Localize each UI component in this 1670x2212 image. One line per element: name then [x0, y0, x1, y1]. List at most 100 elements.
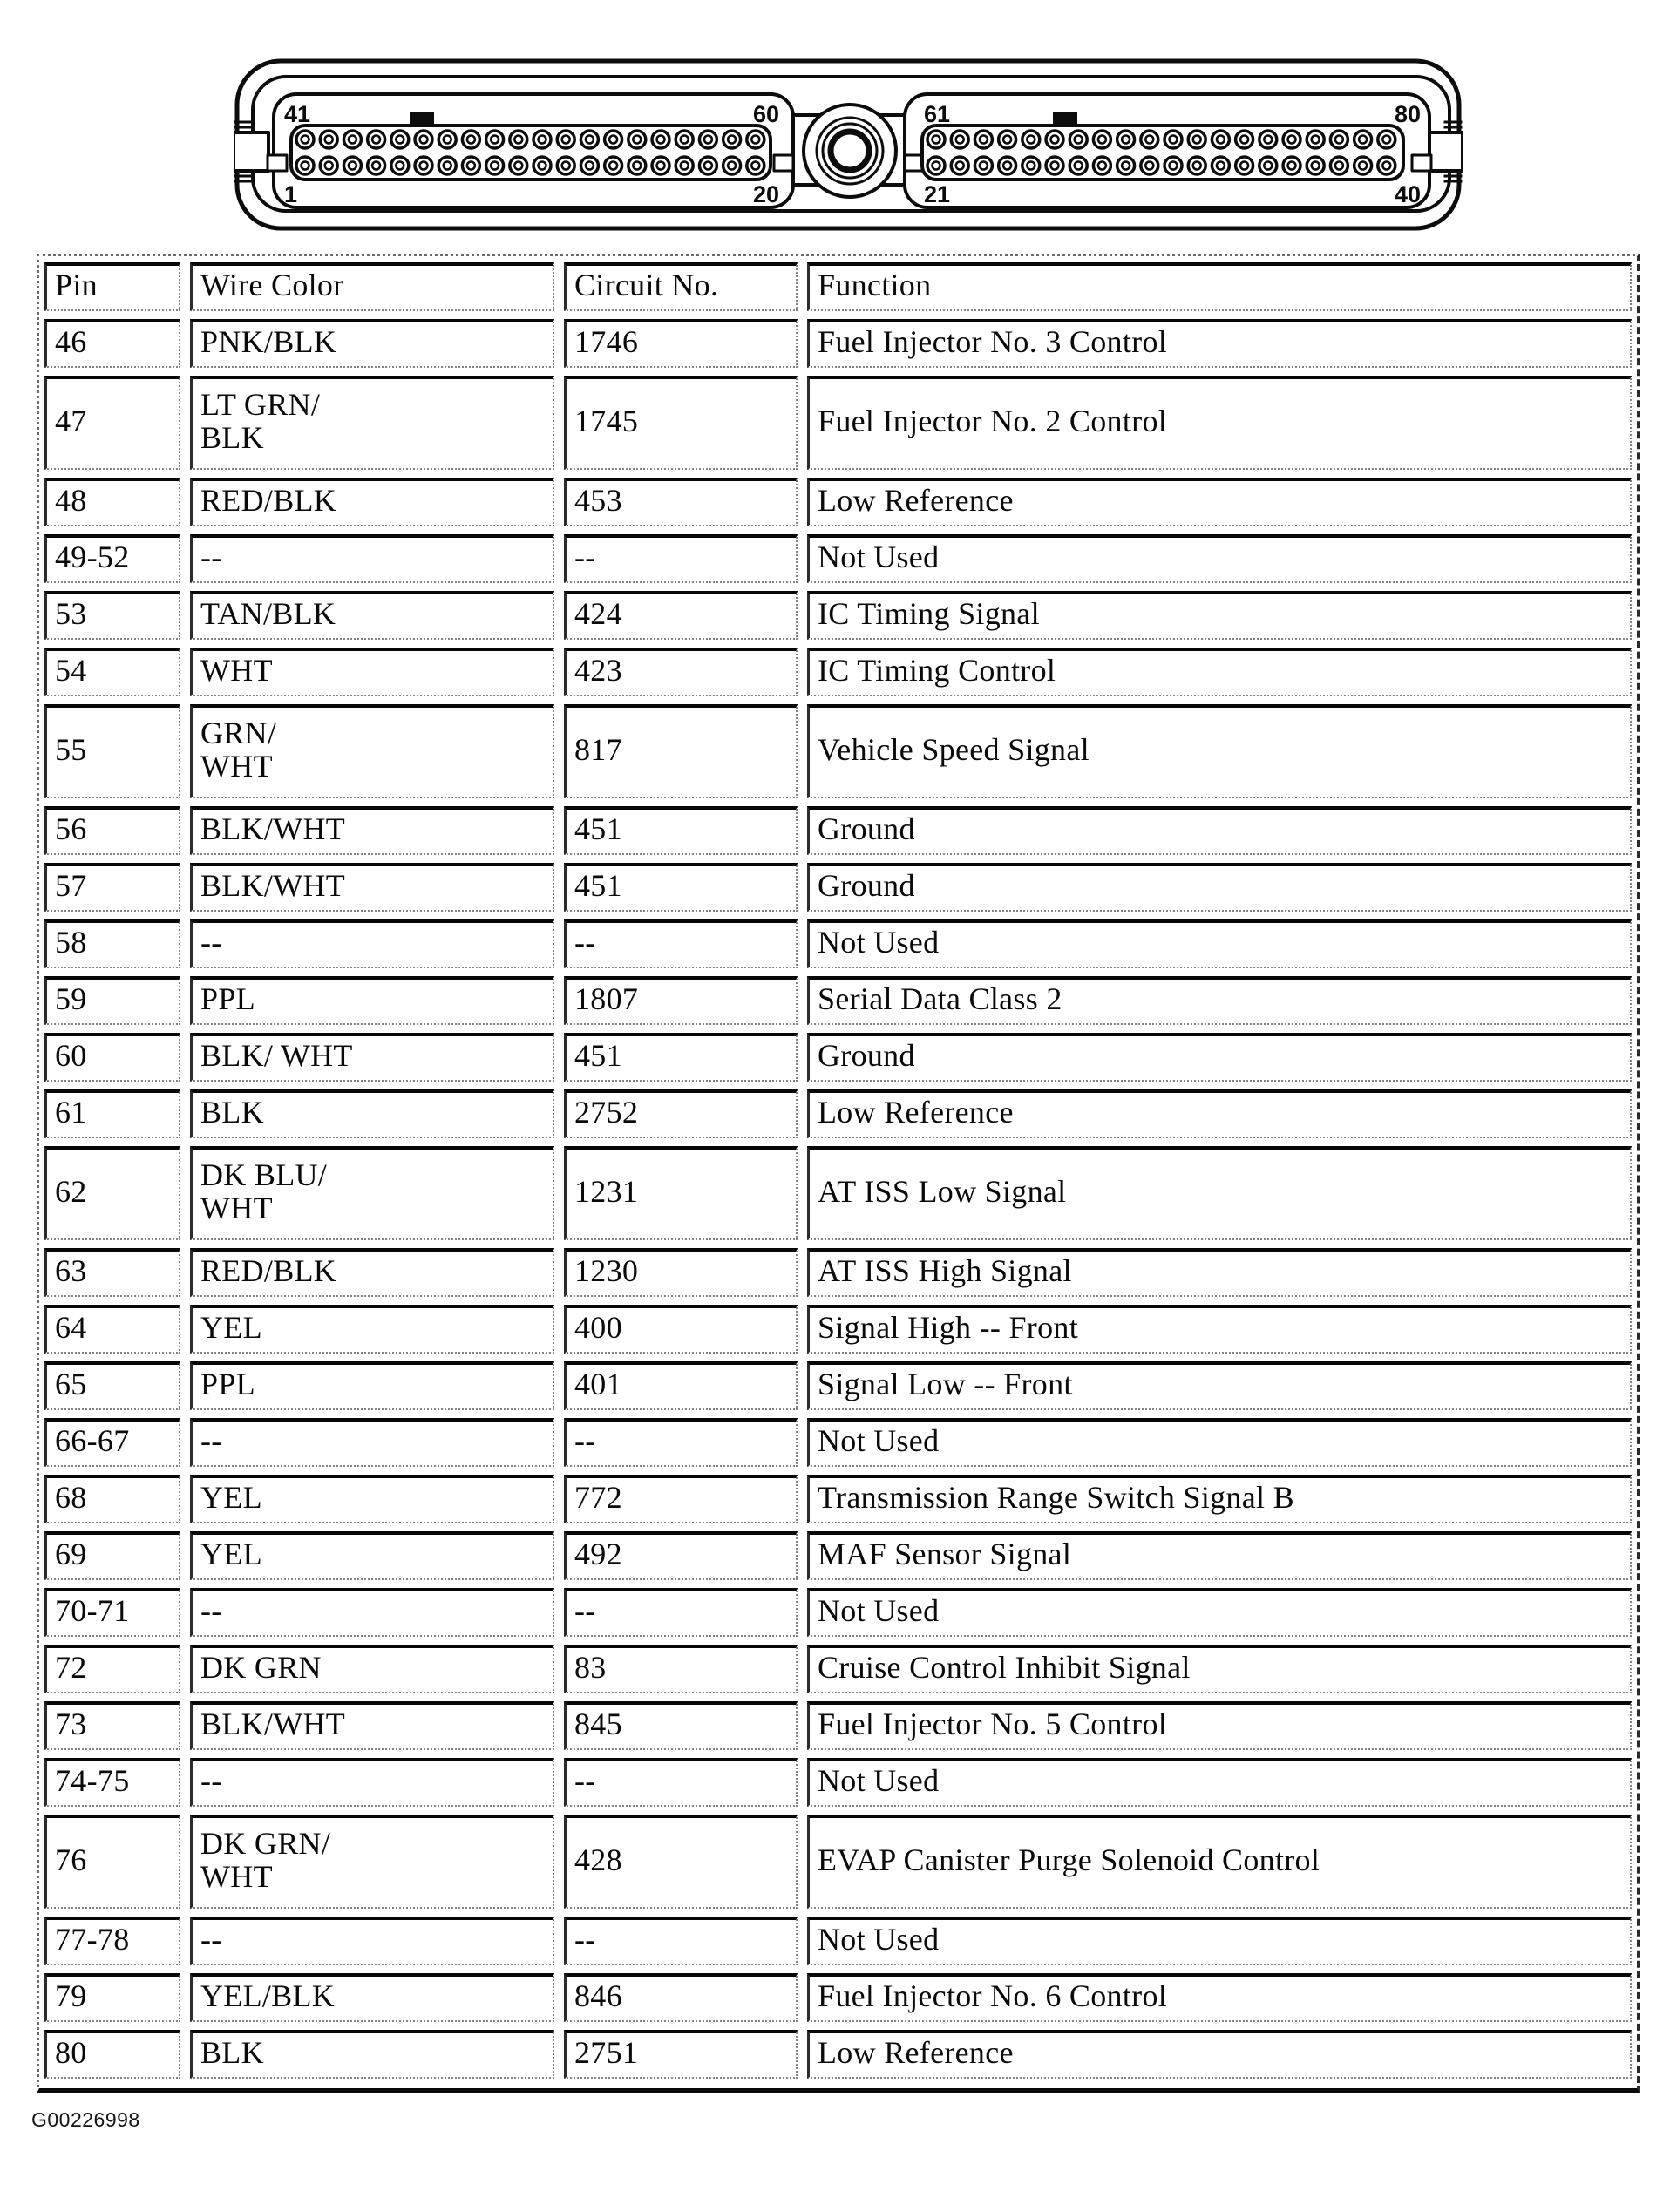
pinout-table: Pin Wire Color Circuit No. Function 46 PN… — [37, 254, 1640, 2093]
pin-hole-inner — [347, 134, 358, 145]
pin-hole-inner — [703, 134, 714, 145]
pin-hole-inner — [323, 160, 334, 171]
cell-function: Signal Low -- Front — [807, 1361, 1632, 1410]
cell-function: Ground — [807, 806, 1632, 855]
pin-hole-inner — [1144, 134, 1155, 145]
pin-hole-inner — [465, 160, 477, 171]
cell-circuit: 817 — [564, 704, 798, 798]
cell-function: Signal High -- Front — [807, 1305, 1632, 1354]
table-row: 62 DK BLU/ WHT 1231 AT ISS Low Signal — [44, 1146, 1632, 1240]
cell-pin: 56 — [44, 806, 180, 855]
label-pin-41: 41 — [284, 101, 310, 127]
pin-hole-inner — [489, 160, 500, 171]
pin-hole-inner — [1073, 134, 1083, 145]
header-function: Function — [807, 262, 1632, 311]
pin-hole-inner — [655, 134, 666, 145]
table-row: 64 YEL 400 Signal High -- Front — [44, 1305, 1632, 1354]
pin-hole-inner — [608, 160, 619, 171]
pin-hole-inner — [1026, 134, 1036, 145]
pcm-connector-diagram: 41 60 1 20 61 80 21 40 — [234, 58, 1463, 232]
left-key — [410, 112, 434, 126]
table-row: 68 YEL 772 Transmission Range Switch Signal… — [44, 1475, 1632, 1523]
table-row: 74-75 -- -- Not Used — [44, 1758, 1632, 1807]
pin-hole-inner — [347, 160, 358, 171]
cell-wire: YEL — [190, 1531, 554, 1580]
pin-hole-inner — [1120, 160, 1131, 171]
pin-hole-inner — [584, 134, 595, 145]
cell-pin: 79 — [44, 1973, 180, 2022]
pin-hole-inner — [537, 134, 547, 145]
cell-wire: RED/BLK — [190, 478, 554, 526]
cell-circuit: 1745 — [564, 376, 798, 470]
cell-wire: -- — [190, 534, 554, 583]
table-row: 58 -- -- Not Used — [44, 919, 1632, 968]
pin-hole-inner — [1026, 160, 1036, 171]
cell-wire: PPL — [190, 976, 554, 1025]
cell-pin: 74-75 — [44, 1758, 180, 1807]
table-header-row: Pin Wire Color Circuit No. Function — [44, 262, 1632, 311]
cell-function: Ground — [807, 863, 1632, 912]
cell-circuit: -- — [564, 919, 798, 968]
cell-function: Low Reference — [807, 2030, 1632, 2079]
cell-pin: 54 — [44, 648, 180, 696]
pin-hole-inner — [465, 134, 477, 145]
pin-hole-inner — [1096, 160, 1108, 171]
table-row: 56 BLK/WHT 451 Ground — [44, 806, 1632, 855]
cell-wire: WHT — [190, 648, 554, 696]
table-row: 72 DK GRN 83 Cruise Control Inhibit Signal — [44, 1645, 1632, 1693]
label-pin-21: 21 — [924, 181, 950, 207]
pin-hole-inner — [1215, 134, 1226, 145]
cell-pin: 62 — [44, 1146, 180, 1240]
pin-hole-inner — [931, 160, 941, 171]
cell-function: Fuel Injector No. 2 Control — [807, 376, 1632, 470]
table-row: 60 BLK/ WHT 451 Ground — [44, 1033, 1632, 1082]
cell-circuit: 845 — [564, 1701, 798, 1750]
cell-function: Vehicle Speed Signal — [807, 704, 1632, 798]
cell-wire: DK GRN — [190, 1645, 554, 1693]
connector-side-clips — [234, 120, 1463, 183]
cell-function: Fuel Injector No. 6 Control — [807, 1973, 1632, 2022]
pin-hole-inner — [560, 134, 571, 145]
cell-circuit: 1230 — [564, 1248, 798, 1297]
cell-wire: -- — [190, 1758, 554, 1807]
cell-pin: 73 — [44, 1701, 180, 1750]
pin-hole-inner — [395, 134, 405, 145]
cell-wire: BLK/ WHT — [190, 1033, 554, 1082]
connector-svg: 41 60 1 20 61 80 21 40 — [234, 58, 1463, 231]
pin-hole-inner — [1001, 134, 1013, 145]
document-page: 41 60 1 20 61 80 21 40 Pin Wire Color Ci… — [31, 58, 1640, 2131]
cell-circuit: 1807 — [564, 976, 798, 1025]
cell-pin: 58 — [44, 919, 180, 968]
pin-holes — [295, 129, 1397, 176]
cell-circuit: -- — [564, 1917, 798, 1965]
cell-wire: RED/BLK — [190, 1248, 554, 1297]
cell-wire: GRN/ WHT — [190, 704, 554, 798]
pin-hole-inner — [442, 160, 452, 171]
cell-pin: 49-52 — [44, 534, 180, 583]
table-row: 70-71 -- -- Not Used — [44, 1588, 1632, 1637]
pin-hole-inner — [442, 134, 452, 145]
cell-pin: 76 — [44, 1815, 180, 1909]
pin-hole-inner — [931, 134, 941, 145]
cell-circuit: 83 — [564, 1645, 798, 1693]
cell-function: AT ISS High Signal — [807, 1248, 1632, 1297]
cell-pin: 77-78 — [44, 1917, 180, 1965]
label-pin-80: 80 — [1395, 101, 1421, 127]
pin-hole-inner — [655, 160, 666, 171]
cell-pin: 80 — [44, 2030, 180, 2079]
cell-circuit: -- — [564, 1588, 798, 1637]
table-row: 48 RED/BLK 453 Low Reference — [44, 478, 1632, 526]
center-bolt-boss — [802, 103, 898, 199]
cell-function: Not Used — [807, 534, 1632, 583]
pin-hole-inner — [560, 160, 571, 171]
table-row: 47 LT GRN/ BLK 1745 Fuel Injector No. 2 Con… — [44, 376, 1632, 470]
plate-notches — [266, 153, 1433, 173]
cell-function: Not Used — [807, 1758, 1632, 1807]
pin-hole-inner — [1120, 134, 1131, 145]
cell-circuit: 451 — [564, 863, 798, 912]
cell-wire: BLK/WHT — [190, 1701, 554, 1750]
cell-wire: -- — [190, 1588, 554, 1637]
cell-circuit: 772 — [564, 1475, 798, 1523]
cell-pin: 63 — [44, 1248, 180, 1297]
label-pin-20: 20 — [753, 181, 779, 207]
